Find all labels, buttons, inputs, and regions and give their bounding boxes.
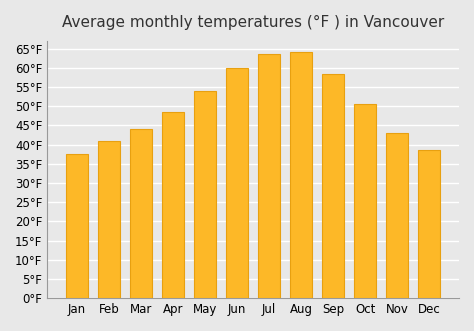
Bar [66, 154, 88, 298]
Bar [386, 133, 408, 298]
Bar [130, 129, 152, 298]
Bar [354, 104, 376, 298]
Bar [418, 150, 440, 298]
Bar [226, 68, 248, 298]
Bar [258, 54, 280, 298]
Bar [290, 52, 312, 298]
Bar [162, 112, 184, 298]
Bar [322, 73, 344, 298]
Bar [194, 91, 216, 298]
Bar [98, 141, 120, 298]
Title: Average monthly temperatures (°F ) in Vancouver: Average monthly temperatures (°F ) in Va… [62, 15, 444, 30]
